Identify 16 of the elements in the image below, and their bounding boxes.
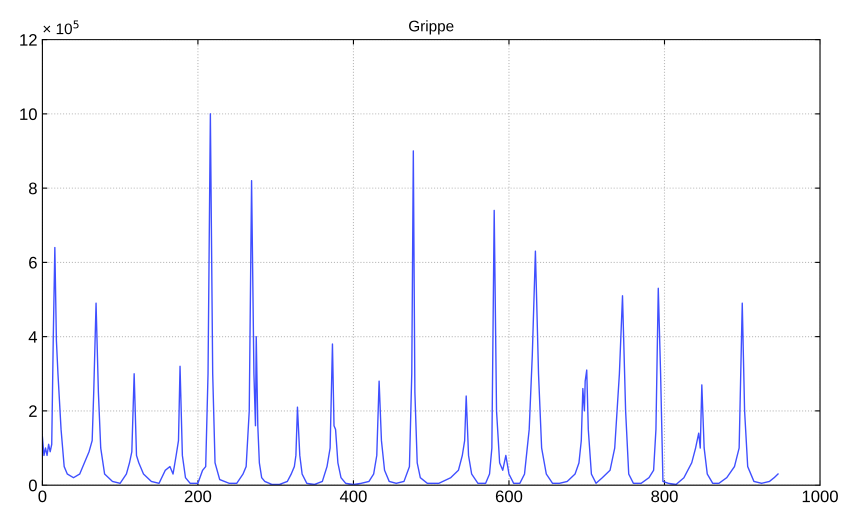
x-tick-label: 800: [651, 490, 678, 502]
x-tick-label: 0: [38, 490, 46, 502]
x-tick-label: 1000: [802, 490, 838, 502]
y-tick-label: 0: [28, 480, 37, 492]
y-tick-label: 2: [29, 405, 37, 417]
chart-title: Grippe: [409, 20, 454, 34]
x-tick-label: 200: [184, 490, 212, 502]
x-tick-label: 400: [340, 490, 367, 502]
y-tick-label: 10: [20, 108, 37, 120]
line-series: [42, 113, 779, 486]
y-tick-label: 6: [29, 256, 37, 269]
y-tick-label: 4: [28, 331, 38, 343]
text: × 10$^{5}$: [43, 20, 79, 34]
y-tick-label: 8: [28, 182, 37, 194]
x-tick-label: 600: [496, 490, 522, 502]
y-tick-label: 12: [20, 34, 37, 46]
